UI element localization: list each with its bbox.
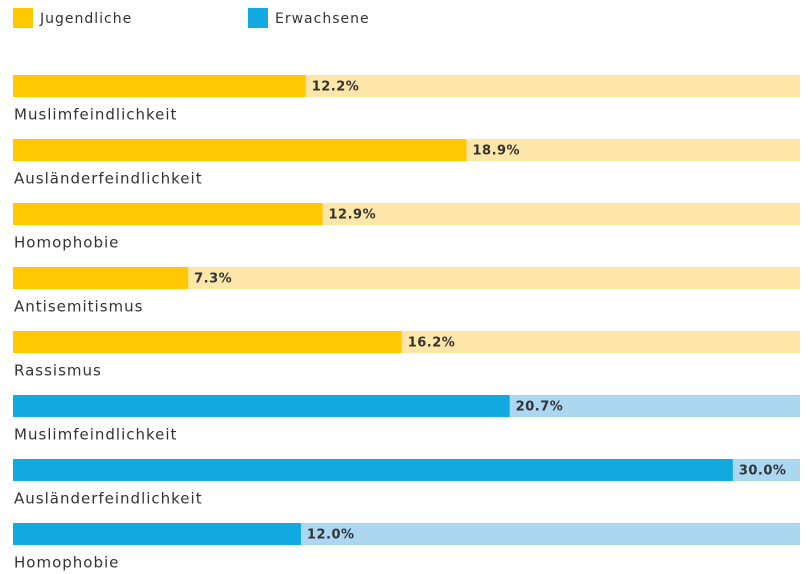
- value-label: 20.7%: [516, 400, 564, 415]
- legend-swatch: [13, 8, 33, 28]
- category-label: Muslimfeindlichkeit: [14, 426, 177, 444]
- value-label: 12.0%: [307, 528, 355, 543]
- bar: [13, 267, 189, 289]
- value-label: 7.3%: [194, 272, 232, 287]
- value-label: 18.9%: [472, 144, 520, 159]
- value-label: 16.2%: [408, 336, 456, 351]
- value-label: 12.9%: [329, 208, 377, 223]
- value-label: 30.0%: [739, 464, 787, 479]
- bar: [13, 75, 306, 97]
- bar: [13, 395, 510, 417]
- bar: [13, 523, 301, 545]
- category-label: Homophobie: [14, 234, 119, 252]
- value-label: 12.2%: [312, 80, 360, 95]
- bar: [13, 203, 323, 225]
- legend-label: Erwachsene: [275, 11, 370, 27]
- category-label: Rassismus: [14, 362, 102, 380]
- category-label: Homophobie: [14, 554, 119, 572]
- category-label: Antisemitismus: [14, 298, 143, 316]
- legend-swatch: [248, 8, 268, 28]
- category-label: Muslimfeindlichkeit: [14, 106, 177, 124]
- category-label: Ausländerfeindlichkeit: [14, 170, 203, 188]
- legend-label: Jugendliche: [39, 11, 132, 27]
- bar-track: [13, 267, 800, 289]
- bar: [13, 459, 733, 481]
- category-label: Ausländerfeindlichkeit: [14, 490, 203, 508]
- bar: [13, 331, 402, 353]
- bar: [13, 139, 467, 161]
